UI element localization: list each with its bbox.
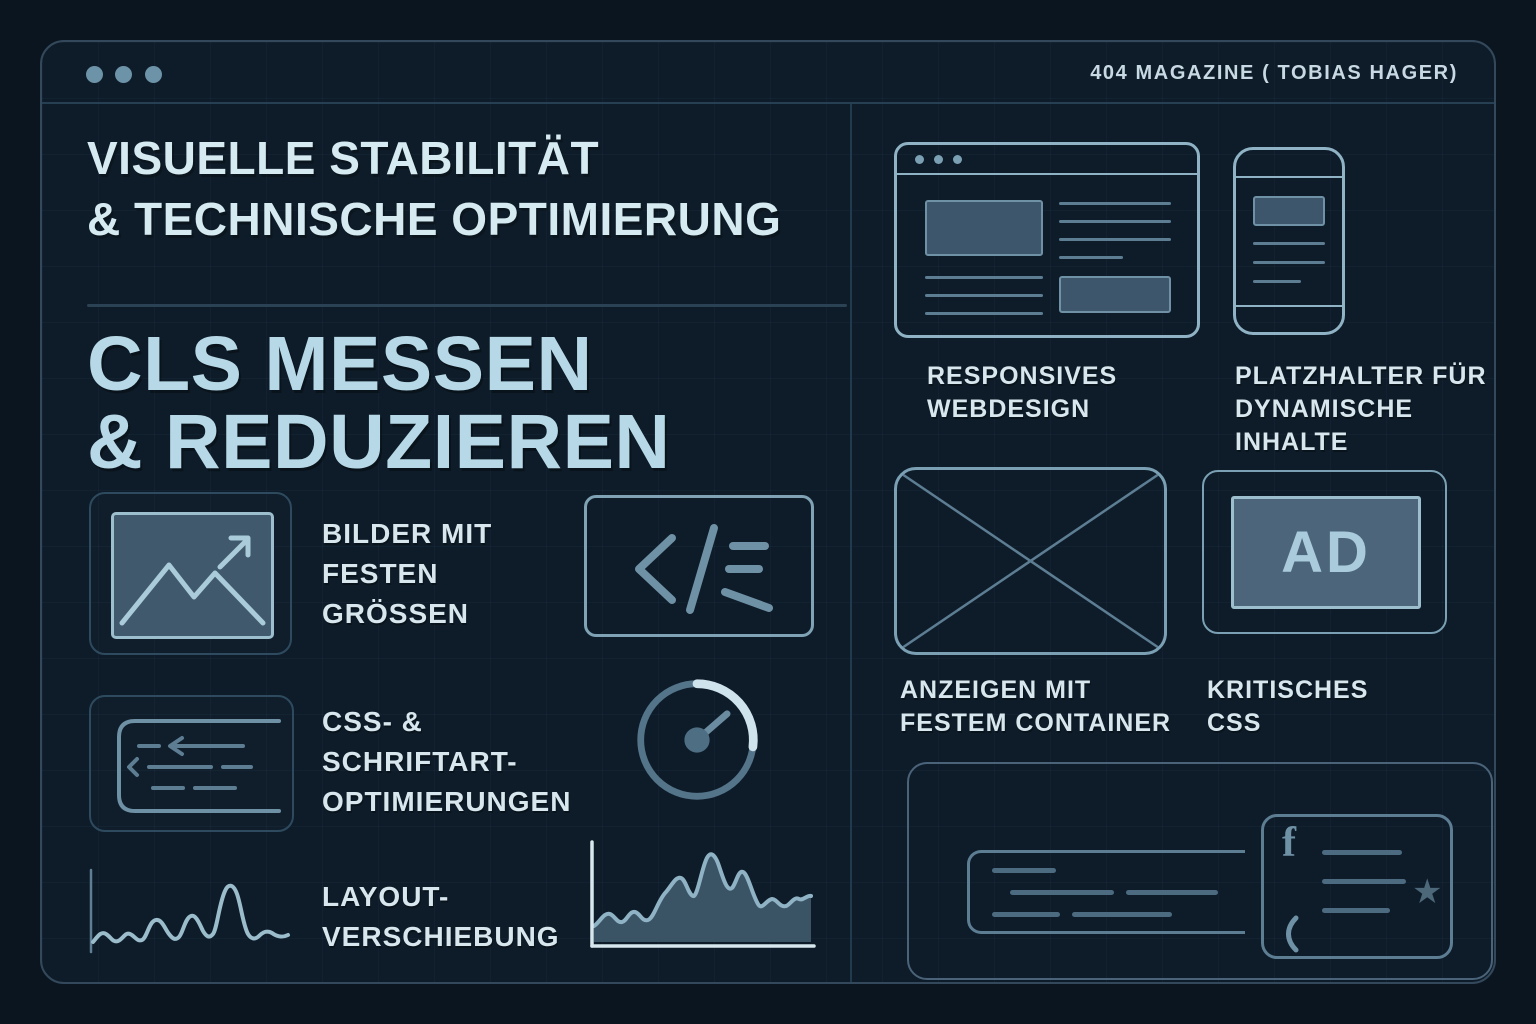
placeholder-block	[1253, 196, 1325, 226]
code-slash-graphic	[635, 524, 773, 614]
cross-lines-graphic	[898, 470, 1163, 652]
social-card-mockup: f ★	[1261, 814, 1453, 959]
browser-mockup	[894, 142, 1200, 338]
text-line	[1059, 238, 1171, 241]
code-lines-icon	[89, 695, 294, 832]
image-fixed-size-icon	[89, 492, 292, 655]
header-divider	[42, 102, 1494, 104]
star-icon: ★	[1412, 872, 1443, 912]
label-critical-css: KRITISCHES CSS	[1207, 676, 1369, 737]
text-block-mockup	[967, 850, 1245, 934]
text-line	[1322, 879, 1406, 884]
page-title: CLS MESSEN & REDUZIEREN	[87, 321, 671, 485]
text-line	[1322, 908, 1390, 913]
text-line	[925, 294, 1043, 297]
phone-mockup	[1233, 147, 1345, 335]
area-chart-icon	[590, 840, 816, 948]
item-label-layout-shift: LAYOUT- VERSCHIEBUNG	[322, 881, 560, 952]
text-line	[1072, 912, 1172, 917]
text-line	[1059, 220, 1171, 223]
label-responsive-webdesign: RESPONSIVES WEBDESIGN	[927, 362, 1118, 423]
column-divider	[850, 104, 852, 982]
browser-dot-icon	[934, 155, 943, 164]
browser-dot-icon	[915, 155, 924, 164]
footer-mockup-card: f ★	[907, 762, 1493, 980]
text-line	[1253, 261, 1325, 264]
window-dot-icon	[115, 66, 132, 83]
phone-top-bar	[1236, 176, 1342, 178]
ad-label-block: AD	[1231, 496, 1421, 609]
label-ads-fixed-container: ANZEIGEN MIT FESTEM CONTAINER	[900, 676, 1172, 737]
crossed-placeholder-mockup	[894, 467, 1167, 655]
text-line	[1010, 890, 1114, 895]
text-line	[925, 276, 1043, 279]
text-line	[1322, 850, 1402, 855]
text-line	[992, 912, 1060, 917]
item-label-css: CSS- & SCHRIFTART- OPTIMIERUNGEN	[322, 706, 572, 817]
phone-bottom-bar	[1236, 305, 1342, 307]
text-line	[1253, 280, 1301, 283]
text-line	[1059, 256, 1123, 259]
brand-credit: 404 MAGAZINE ( TOBIAS HAGER)	[1090, 62, 1458, 84]
text-line	[992, 868, 1056, 873]
text-line	[1059, 202, 1171, 205]
ad-text: AD	[1281, 520, 1371, 585]
mountain-arrow-graphic	[119, 535, 266, 626]
image-placeholder	[111, 512, 274, 639]
browser-dot-icon	[953, 155, 962, 164]
label-placeholder-dynamic: PLATZHALTER FÜR DYNAMISCHE INHALTE	[1235, 362, 1487, 456]
ad-block	[1059, 276, 1171, 313]
facebook-icon: f	[1282, 820, 1296, 866]
item-label-images: BILDER MIT FESTEN GRÖSSEN	[322, 518, 493, 629]
browser-titlebar	[897, 145, 1197, 175]
text-line	[925, 312, 1043, 315]
text-line	[1126, 890, 1218, 895]
waveform-icon	[89, 868, 290, 954]
page-subtitle: VISUELLE STABILITÄT & TECHNISCHE OPTIMIE…	[87, 132, 782, 245]
window-frame: 404 MAGAZINE ( TOBIAS HAGER) VISUELLE ST…	[40, 40, 1496, 984]
code-slash-icon	[584, 495, 814, 637]
text-line	[1253, 242, 1325, 245]
subtitle-underline	[87, 304, 847, 307]
code-lines-graphic	[117, 719, 281, 813]
window-dot-icon	[145, 66, 162, 83]
image-block	[925, 200, 1043, 256]
ad-box-mockup: AD	[1202, 470, 1447, 634]
window-titlebar: 404 MAGAZINE ( TOBIAS HAGER)	[42, 42, 1494, 102]
phone-icon	[1286, 915, 1299, 953]
window-dot-icon	[86, 66, 103, 83]
gauge-icon	[637, 679, 758, 800]
